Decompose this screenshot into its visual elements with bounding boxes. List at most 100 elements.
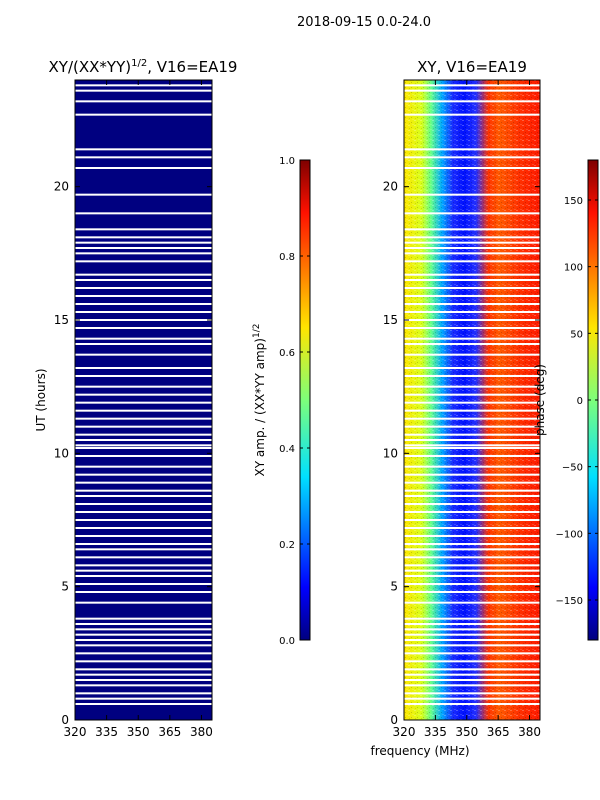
amplitude-gap-line — [75, 575, 212, 577]
phase-gap-line — [404, 495, 540, 497]
amplitude-colorbar-ticks: 0.0 0.2 0.4 0.6 0.8 1.0 — [279, 156, 310, 647]
phase-gap-line — [404, 447, 540, 449]
amplitude-gap-line — [75, 543, 212, 545]
phase-gap-line — [404, 417, 540, 420]
phase-colorbar-tick-label: 150 — [564, 196, 583, 207]
amplitude-gap-line — [75, 473, 212, 476]
amplitude-gap-line — [75, 591, 212, 593]
amplitude-gap-line — [75, 447, 212, 449]
amplitude-gap-line — [75, 212, 212, 215]
phase-colorbar-tick-label: −50 — [562, 463, 583, 474]
amplitude-gap-line — [75, 113, 212, 116]
phase-gap-line — [404, 633, 540, 636]
phase-gap-line — [404, 375, 540, 377]
amplitude-panel-title: XY/(XX*YY)1/2, V16=EA19 — [49, 58, 238, 76]
phase-gap-line — [404, 511, 540, 513]
amplitude-x-ticks: 320 335 350 365 380 — [64, 80, 213, 739]
phase-gap-line — [404, 556, 540, 559]
phase-gap-line — [404, 455, 540, 457]
amplitude-gap-line — [75, 241, 212, 244]
phase-colorbar-tick-label: 50 — [570, 329, 583, 340]
phase-gap-line — [404, 367, 540, 369]
phase-gap-line — [404, 697, 540, 700]
amplitude-gap-line — [75, 569, 212, 572]
amplitude-gap-line — [75, 489, 212, 492]
amplitude-gap-line — [75, 455, 212, 457]
amplitude-gap-line — [75, 401, 212, 404]
phase-colorbar-ticks: −150 −100 −50 0 50 100 150 — [556, 196, 598, 607]
amplitude-gap-line — [75, 193, 212, 196]
amplitude-gap-line — [75, 668, 212, 671]
amplitude-gap-line — [75, 367, 212, 369]
amplitude-xtick-label: 320 — [64, 725, 87, 739]
phase-xtick-label: 335 — [424, 725, 447, 739]
amplitude-gap-line — [75, 601, 212, 604]
amplitude-gap-line — [75, 337, 212, 340]
amplitude-gap-line — [75, 564, 212, 567]
phase-gap-line — [404, 465, 540, 468]
phase-gap-line — [404, 660, 540, 663]
amplitude-gap-line — [75, 295, 212, 297]
phase-gap-line — [404, 583, 540, 585]
amplitude-gap-lines — [75, 84, 212, 705]
amplitude-gap-line — [75, 444, 212, 447]
amplitude-gap-line — [75, 697, 212, 700]
phase-ytick-label: 20 — [383, 180, 398, 194]
phase-gap-line — [404, 639, 540, 641]
amplitude-xtick-label: 380 — [190, 725, 213, 739]
phase-gap-line — [404, 591, 540, 593]
phase-gap-line — [404, 89, 540, 92]
amplitude-gap-line — [75, 628, 212, 631]
phase-gap-line — [404, 564, 540, 567]
amplitude-colorbar-scale — [299, 159, 311, 641]
amplitude-gap-line — [75, 535, 212, 537]
phase-gap-line — [404, 311, 540, 313]
phase-gap-line — [404, 679, 540, 681]
phase-gap-line — [404, 481, 540, 484]
phase-colorbar-tick-label: 0 — [577, 396, 583, 407]
amplitude-gap-line — [75, 503, 212, 505]
phase-gap-line — [404, 535, 540, 537]
phase-xtick-label: 365 — [487, 725, 510, 739]
amplitude-gap-line — [75, 495, 212, 497]
amplitude-gap-line — [75, 148, 212, 151]
amplitude-gap-line — [75, 623, 212, 625]
phase-gap-line — [404, 252, 540, 255]
amplitude-colorbar-tick-label: 0.0 — [279, 636, 295, 647]
phase-gap-line — [404, 156, 540, 159]
phase-gap-line — [404, 628, 540, 631]
phase-colorbar-tick-label: −100 — [556, 529, 583, 540]
amplitude-colorbar: 0.0 0.2 0.4 0.6 0.8 1.0 XY amp. / (XX*YY amp)… — [252, 156, 311, 647]
amplitude-ylabel: UT (hours) — [34, 368, 48, 431]
amplitude-gap-line — [75, 375, 212, 377]
phase-gap-line — [404, 113, 540, 116]
phase-ytick-label: 5 — [390, 580, 398, 594]
amplitude-gap-line — [75, 679, 212, 681]
phase-gap-line — [404, 684, 540, 687]
phase-gap-line — [404, 617, 540, 620]
phase-colorbar-label: phase (deg) — [533, 364, 547, 436]
amplitude-gap-line — [75, 167, 212, 169]
phase-gap-line — [404, 575, 540, 577]
phase-gap-line — [404, 241, 540, 244]
phase-colorbar-tick-label: −150 — [556, 596, 583, 607]
phase-gap-line — [404, 439, 540, 441]
phase-gap-line — [404, 100, 540, 103]
phase-x-ticks: 320 335 350 365 380 — [393, 80, 541, 739]
amplitude-gap-line — [75, 84, 212, 87]
amplitude-gap-line — [75, 343, 212, 345]
phase-gap-line — [404, 601, 540, 604]
amplitude-gap-line — [75, 279, 212, 281]
phase-panel-title: XY, V16=EA19 — [417, 58, 527, 76]
phase-gap-line — [404, 343, 540, 345]
amplitude-gap-line — [75, 260, 212, 263]
phase-heatmap-noise — [404, 80, 540, 720]
amplitude-ytick-label: 15 — [54, 313, 69, 327]
amplitude-xtick-label: 350 — [127, 725, 150, 739]
amplitude-gap-line — [75, 511, 212, 513]
phase-ytick-label: 15 — [383, 313, 398, 327]
frequency-xlabel: frequency (MHz) — [370, 744, 469, 758]
amplitude-title-suffix: , V16=EA19 — [147, 58, 237, 76]
phase-gap-line — [404, 489, 540, 492]
